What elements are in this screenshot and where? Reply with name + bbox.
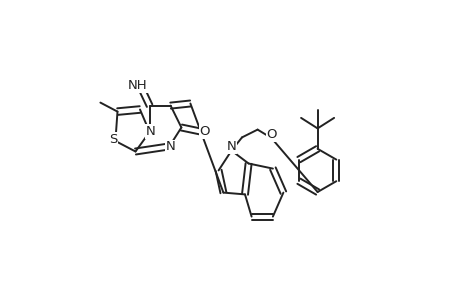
Text: N: N — [165, 140, 175, 154]
Text: O: O — [266, 128, 276, 141]
Text: NH: NH — [128, 79, 147, 92]
Text: N: N — [146, 125, 155, 138]
Text: O: O — [199, 125, 210, 138]
Text: N: N — [226, 140, 235, 154]
Text: S: S — [109, 133, 118, 146]
